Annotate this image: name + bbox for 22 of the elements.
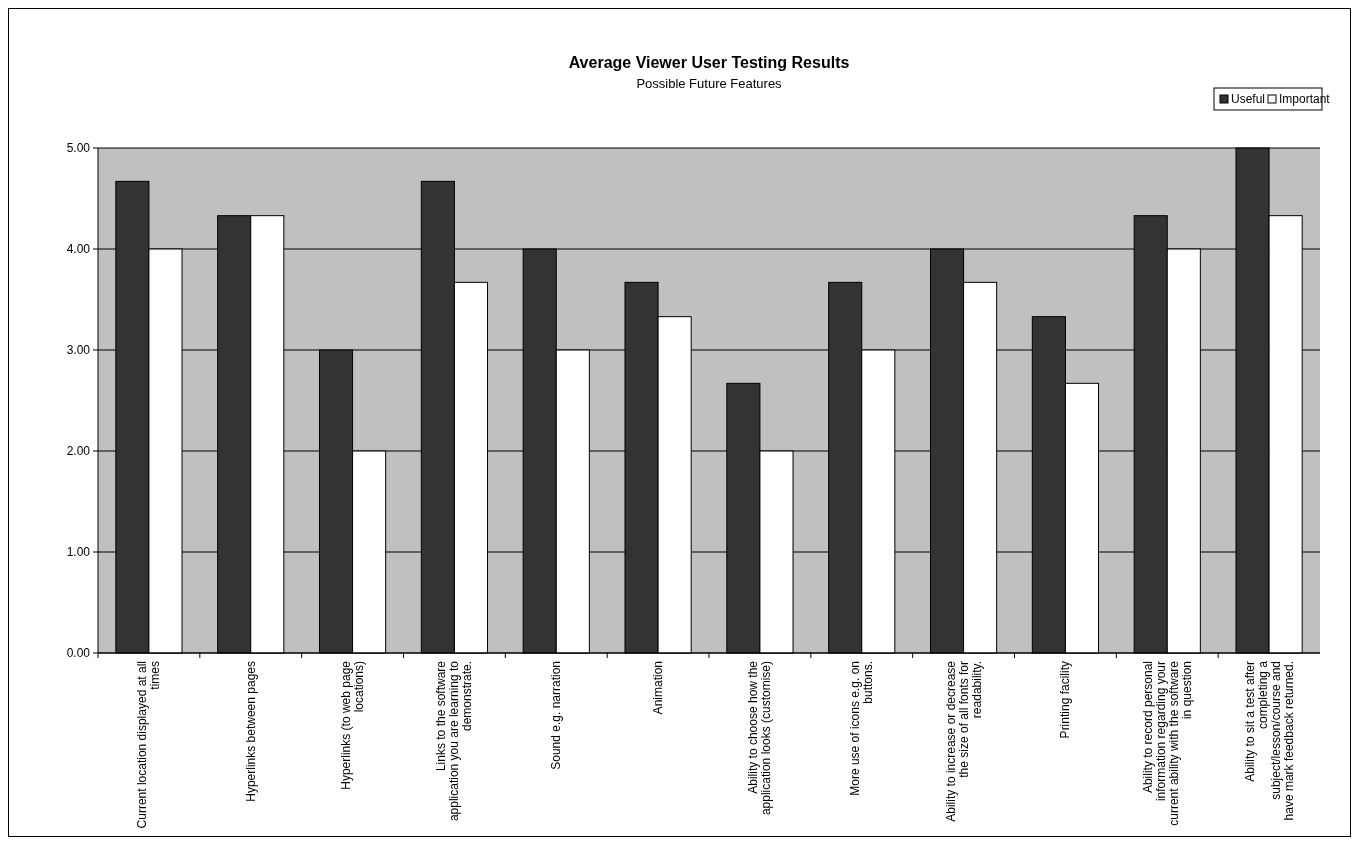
x-tick-label: Ability to choose how the application looks (customise) [746,660,774,816]
y-tick-label: 5.00 [66,141,91,156]
y-tick-label: 1.00 [66,545,91,560]
x-tick-label: More use of icons e.g. on buttons. [848,661,876,796]
y-tick-label: 0.00 [66,646,91,661]
y-tick-label: 3.00 [66,343,91,358]
x-tick-label: Ability to record personal information regarding your current ability with the software in question [1140,660,1194,826]
x-tick-label: Current location displayed at all times [135,661,163,829]
y-tick-label: 2.00 [66,444,91,459]
x-tick-label: Printing facility [1058,661,1073,739]
x-tick-label: Ability to increase or decrease the size of all fonts for readability. [943,660,984,822]
x-tick-label: Hyperlinks between pages [243,661,258,802]
x-tick-label: Ability to sit a test after completing a subject/lesson/course and have mark feedback returned. [1242,660,1296,821]
chart-title: Average Viewer User Testing Results [568,54,850,71]
y-tick-label: 4.00 [66,242,91,257]
x-tick-label: Sound e.g. narration [549,661,564,770]
x-tick-label: Animation [651,661,666,715]
legend-label: Useful [1231,92,1266,106]
x-tick-label: Hyperlinks (to web page locations) [339,660,367,790]
legend-label: Important [1279,92,1331,106]
x-tick-label: Links to the software application you are learning to demonstrate. [434,660,475,822]
chart-subtitle: Possible Future Features [636,76,783,91]
